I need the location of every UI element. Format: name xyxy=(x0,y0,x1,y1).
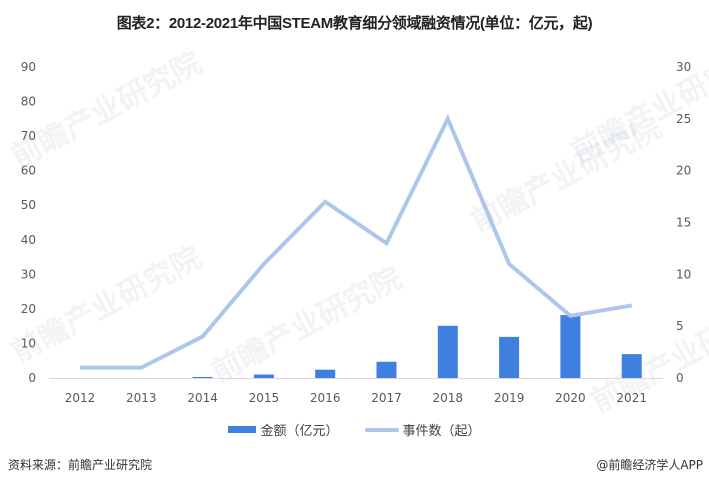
bar[interactable] xyxy=(437,325,458,378)
x-tick-label: 2021 xyxy=(616,391,647,405)
bar-series xyxy=(192,315,642,378)
x-tick-label: 2016 xyxy=(310,391,341,405)
bar[interactable] xyxy=(499,336,520,378)
bar[interactable] xyxy=(560,315,581,378)
credit-note: @前瞻经济学人APP xyxy=(596,458,703,472)
right-tick-label: 30 xyxy=(676,60,691,74)
legend-item-events[interactable]: 事件数（起） xyxy=(364,420,481,439)
bar[interactable] xyxy=(376,361,397,378)
right-y-axis: 0 5 10 15 20 25 30 xyxy=(676,60,691,385)
x-tick-label: 2019 xyxy=(494,391,525,405)
right-tick-label: 25 xyxy=(676,112,691,126)
bar[interactable] xyxy=(621,354,642,378)
x-tick-label: 2013 xyxy=(126,391,157,405)
left-tick-label: 0 xyxy=(28,371,36,385)
footer: 资料来源：前瞻产业研究院 @前瞻经济学人APP xyxy=(8,456,703,473)
left-tick-label: 60 xyxy=(21,164,36,178)
left-tick-label: 90 xyxy=(21,60,36,74)
source-note: 资料来源：前瞻产业研究院 xyxy=(8,458,153,472)
legend-label-amount: 金额（亿元） xyxy=(260,424,339,439)
left-tick-label: 20 xyxy=(21,302,36,316)
line-swatch-icon xyxy=(364,427,399,432)
chart-title: 图表2：2012-2021年中国STEAM教育细分领域融资情况(单位：亿元，起) xyxy=(116,15,593,32)
right-tick-label: 15 xyxy=(676,216,691,230)
bar-swatch-icon xyxy=(228,426,257,433)
left-tick-label: 40 xyxy=(21,233,36,247)
bar[interactable] xyxy=(315,369,336,378)
bar[interactable] xyxy=(192,376,213,378)
right-tick-label: 10 xyxy=(676,267,691,281)
x-tick-label: 2012 xyxy=(65,391,96,405)
left-tick-label: 70 xyxy=(21,129,36,143)
x-tick-label: 2014 xyxy=(187,391,218,405)
x-tick-label: 2018 xyxy=(433,391,464,405)
x-tick-label: 2020 xyxy=(555,391,586,405)
legend-label-events: 事件数（起） xyxy=(402,424,481,439)
right-tick-label: 0 xyxy=(676,371,684,385)
left-y-axis: 0 10 20 30 40 50 60 70 80 90 xyxy=(21,60,36,385)
x-axis: 2012 2013 2014 2015 2016 2017 2018 2019 2020 2021 xyxy=(65,391,647,405)
left-tick-label: 80 xyxy=(21,95,36,109)
left-tick-label: 50 xyxy=(21,198,36,212)
legend-item-amount[interactable]: 金额（亿元） xyxy=(228,420,339,439)
line-series xyxy=(80,114,633,370)
right-tick-label: 20 xyxy=(676,164,691,178)
left-tick-label: 10 xyxy=(21,336,36,350)
left-tick-label: 30 xyxy=(21,267,36,281)
x-tick-label: 2015 xyxy=(249,391,280,405)
bar[interactable] xyxy=(253,374,274,378)
legend: 金额（亿元） 事件数（起） xyxy=(0,420,709,439)
right-tick-label: 5 xyxy=(676,319,684,333)
x-tick-label: 2017 xyxy=(371,391,402,405)
